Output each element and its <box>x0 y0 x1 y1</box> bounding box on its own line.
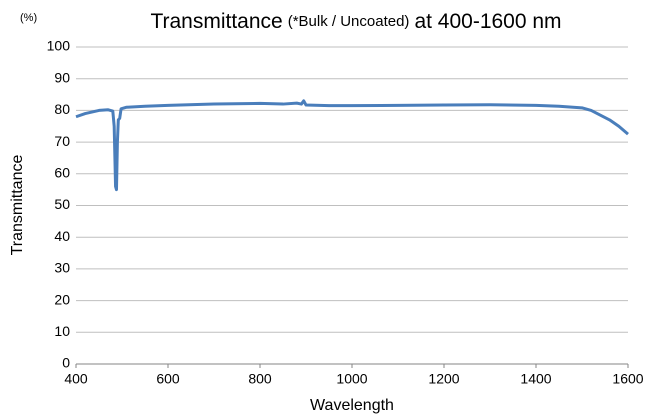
x-tick-label: 1400 <box>520 371 551 387</box>
y-tick-label: 10 <box>54 323 70 339</box>
y-tick-label: 30 <box>54 260 70 276</box>
title-range: at 400-1600 nm <box>414 10 561 33</box>
x-tick-label: 1600 <box>612 371 643 387</box>
x-axis-label: Wavelength <box>310 397 394 414</box>
x-tick-label: 400 <box>64 371 88 387</box>
y-tick-label: 60 <box>54 165 70 181</box>
x-tick-label: 1200 <box>428 371 459 387</box>
x-tick-label: 600 <box>156 371 180 387</box>
chart-title: Transmittance (*Bulk / Uncoated) at 400-16… <box>150 10 561 33</box>
title-main: Transmittance <box>150 10 282 33</box>
y-tick-label: 40 <box>54 228 70 244</box>
y-tick-label: 70 <box>54 133 70 149</box>
y-axis-label: Transmittance <box>9 155 26 256</box>
y-tick-label: 80 <box>54 101 70 117</box>
y-tick-label: 100 <box>47 38 71 54</box>
x-tick-label: 800 <box>248 371 272 387</box>
title-note: (*Bulk / Uncoated) <box>288 13 410 30</box>
y-tick-label: 0 <box>62 355 70 371</box>
x-tick-label: 1000 <box>336 371 367 387</box>
data-line <box>75 99 629 192</box>
y-unit: (%) <box>20 12 37 24</box>
y-tick-label: 20 <box>54 291 70 307</box>
y-tick-label: 90 <box>54 69 70 85</box>
y-tick-label: 50 <box>54 196 70 212</box>
